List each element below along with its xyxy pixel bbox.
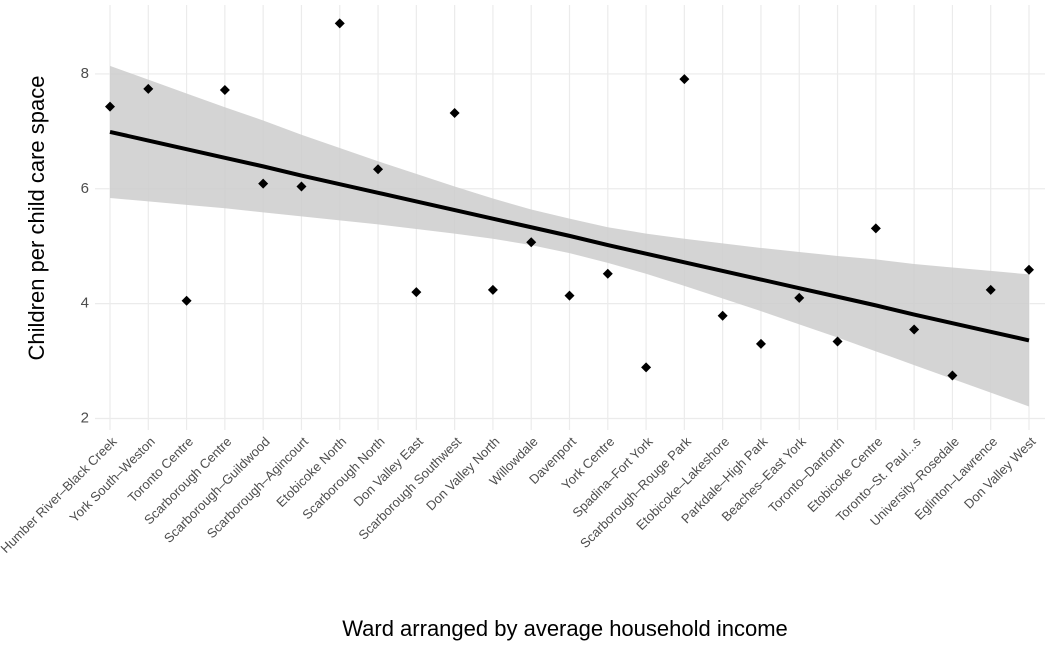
point <box>526 237 537 248</box>
point <box>1024 264 1034 275</box>
point <box>947 370 958 381</box>
y-axis-title: Children per child care space <box>24 76 49 361</box>
point <box>985 284 996 295</box>
point <box>564 290 575 301</box>
point <box>105 101 115 112</box>
point <box>755 338 766 349</box>
point <box>909 324 920 335</box>
point <box>832 336 843 347</box>
y-tick-label: 8 <box>81 65 89 82</box>
fit-line <box>109 129 1030 343</box>
point <box>334 18 345 29</box>
point <box>794 292 805 303</box>
point <box>411 287 422 298</box>
point <box>679 74 690 85</box>
y-tick-label: 6 <box>81 180 89 197</box>
point <box>717 310 728 321</box>
point <box>449 107 460 118</box>
point <box>487 284 498 295</box>
point <box>181 295 192 306</box>
x-tick-label: Don Valley West <box>961 434 1039 512</box>
point <box>602 268 613 279</box>
y-tick-label: 2 <box>81 409 89 426</box>
point <box>143 83 154 94</box>
point <box>641 362 652 373</box>
point <box>296 181 307 192</box>
point <box>258 178 269 189</box>
point <box>373 164 384 175</box>
x-axis-title: Ward arranged by average household incom… <box>342 616 788 641</box>
y-tick-label: 4 <box>81 295 89 312</box>
point <box>219 85 230 95</box>
point <box>870 223 881 234</box>
